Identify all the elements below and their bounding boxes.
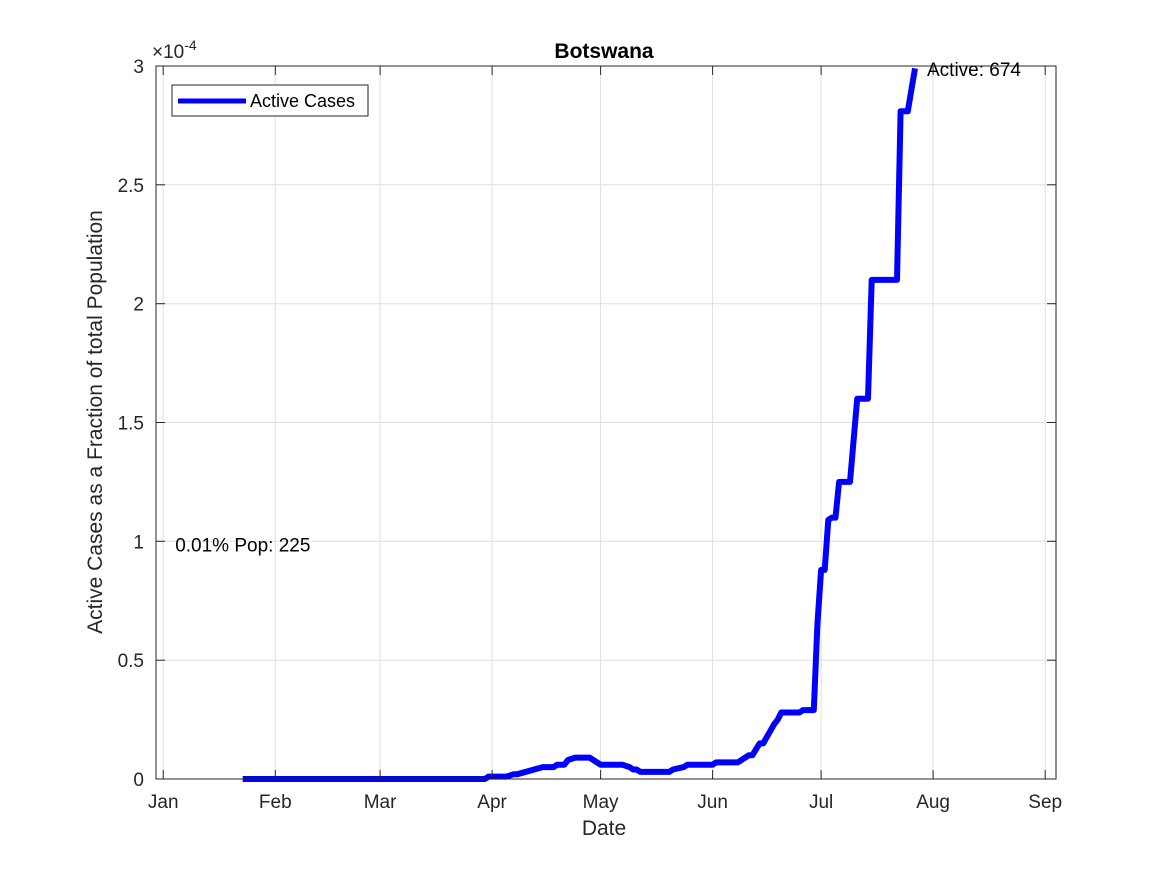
x-tick-label-may: May: [583, 792, 619, 813]
series-layer: [242, 67, 918, 782]
y-exponent-label: ×10-4: [152, 37, 197, 63]
chart-title: Botswana: [554, 40, 654, 63]
x-tick-label-feb: Feb: [259, 792, 292, 813]
y-tick-label-2: 1: [133, 532, 144, 553]
y-tick-label-5: 2.5: [118, 176, 144, 197]
x-tick-label-jun: Jun: [697, 792, 728, 813]
y-tick-labels: 0 0.5 1 1.5 2 2.5 3: [118, 57, 144, 791]
x-tick-label-sep: Sep: [1028, 792, 1062, 813]
annotations: Active: 674 0.01% Pop: 225: [175, 60, 1021, 556]
x-tick-label-aug: Aug: [916, 792, 950, 813]
y-tick-label-6: 3: [133, 57, 144, 78]
y-tick-label-3: 1.5: [118, 414, 144, 435]
x-axis-label: Date: [582, 817, 626, 840]
y-axis-label: Active Cases as a Fraction of total Popu…: [84, 210, 107, 634]
y-tick-label-1: 0.5: [118, 651, 144, 672]
y-exponent-power: -4: [184, 37, 197, 53]
x-tick-label-jan: Jan: [148, 792, 179, 813]
x-tick-labels: Jan Feb Mar Apr May Jun Jul Aug Sep: [148, 792, 1062, 813]
y-tick-label-4: 2: [133, 295, 144, 316]
x-tick-label-mar: Mar: [364, 792, 397, 813]
annotation-0: Active: 674: [927, 60, 1021, 81]
y-tick-label-0: 0: [133, 770, 144, 791]
x-tick-label-jul: Jul: [809, 792, 833, 813]
legend: Active Cases: [171, 84, 369, 117]
series-line-active-cases: [242, 67, 918, 782]
y-exponent-base: ×10: [152, 42, 184, 63]
legend-entry-active-cases: Active Cases: [250, 91, 355, 111]
annotation-1: 0.01% Pop: 225: [175, 535, 310, 556]
x-tick-label-apr: Apr: [477, 792, 507, 813]
ticks: [156, 65, 1056, 780]
